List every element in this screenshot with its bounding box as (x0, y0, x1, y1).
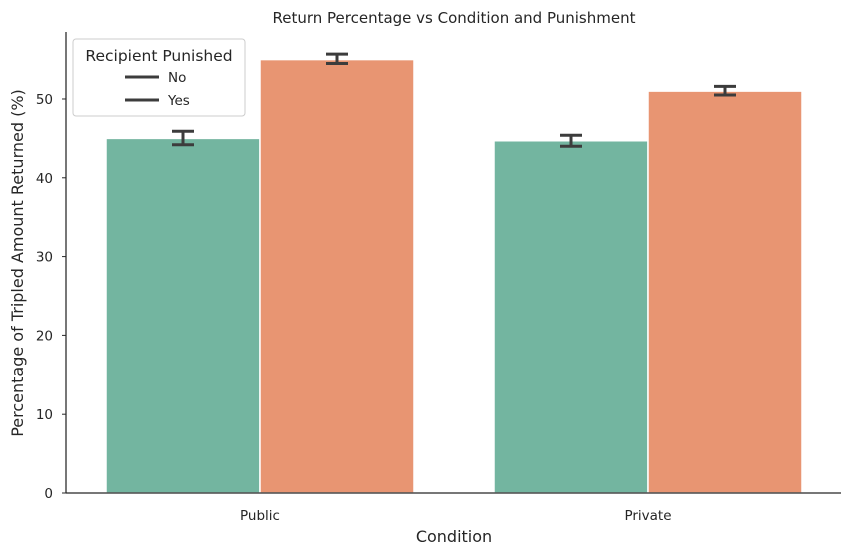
errorbar-private-yes (714, 84, 736, 97)
chart-title: Return Percentage vs Condition and Punis… (272, 9, 635, 27)
errorbar-private-no (560, 133, 582, 148)
legend: Recipient Punished No Yes (72, 38, 246, 117)
bars-layer (105, 58, 803, 494)
y-ticks: 0 10 20 30 40 50 (36, 92, 66, 502)
x-ticks: Public Private (240, 508, 672, 524)
y-tick-label: 20 (36, 328, 53, 344)
bar-private-no (493, 139, 649, 494)
x-tick-label-private: Private (624, 508, 671, 524)
y-tick-label: 50 (36, 92, 53, 108)
errorbar-public-yes (326, 52, 348, 66)
y-tick-label: 0 (44, 486, 53, 502)
bar-public-yes (259, 58, 415, 494)
y-tick-label: 30 (36, 250, 53, 266)
legend-label-no: No (168, 70, 186, 86)
errorbars-layer (172, 52, 736, 148)
legend-title: Recipient Punished (85, 47, 232, 65)
y-tick-label: 10 (36, 407, 53, 423)
x-axis-label: Condition (416, 527, 492, 546)
bar-public-no (105, 137, 261, 494)
x-tick-label-public: Public (240, 508, 280, 524)
errorbar-public-no (172, 129, 194, 147)
y-tick-label: 40 (36, 171, 53, 187)
y-axis-label: Percentage of Tripled Amount Returned (%… (8, 89, 27, 437)
legend-label-yes: Yes (167, 93, 190, 109)
bar-private-yes (647, 90, 803, 494)
